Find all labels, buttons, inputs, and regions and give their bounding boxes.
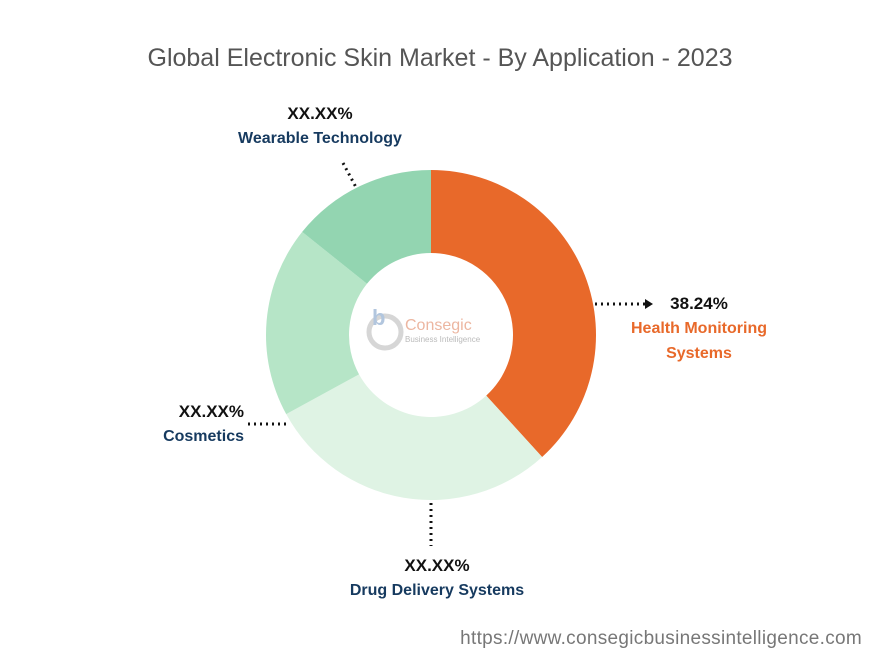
slice-label: XX.XX% Wearable Technology — [225, 101, 415, 151]
value-label: XX.XX% — [404, 556, 470, 575]
slice — [302, 170, 431, 284]
arrow-head — [645, 299, 653, 309]
watermark-tagline: Business Intelligence — [405, 335, 481, 344]
slice-label: XX.XX% Cosmetics — [94, 399, 244, 449]
value-label: XX.XX% — [178, 402, 244, 421]
watermark-logo: b Consegic Business Intelligence — [366, 305, 481, 351]
slice-label: 38.24% Health Monitoring Systems — [619, 291, 779, 366]
logo-ring — [366, 313, 404, 351]
category-label: Wearable Technology — [238, 130, 402, 147]
slice — [286, 374, 543, 500]
slice — [431, 170, 596, 457]
leaders — [248, 162, 645, 546]
slice-label: XX.XX% Drug Delivery Systems — [312, 553, 562, 603]
slices — [266, 170, 596, 500]
category-label: Health Monitoring Systems — [631, 320, 767, 362]
chart-title: Global Electronic Skin Market - By Appli… — [147, 44, 733, 72]
source-url: https://www.consegicbusinessintelligence… — [460, 628, 862, 649]
category-label: Cosmetics — [163, 428, 244, 445]
logo-mark: b — [372, 305, 385, 330]
category-label: Drug Delivery Systems — [349, 582, 525, 599]
watermark-name: Consegic — [405, 317, 472, 334]
value-label: 38.24% — [670, 294, 728, 313]
slice — [266, 231, 367, 415]
value-label: XX.XX% — [287, 104, 353, 123]
leader-line — [341, 162, 360, 192]
